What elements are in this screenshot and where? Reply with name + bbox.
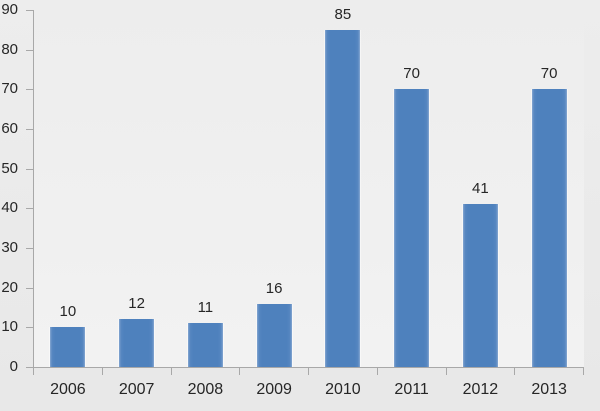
x-tick-mark	[170, 367, 172, 375]
y-tick-label: 60	[1, 120, 18, 137]
y-tick-mark	[26, 128, 33, 130]
bar-value-label: 70	[403, 65, 420, 83]
bar	[50, 327, 86, 367]
y-tick-label: 90	[1, 1, 18, 18]
x-category-label: 2006	[50, 381, 86, 398]
y-tick-mark	[26, 88, 33, 90]
bar-value-label: 41	[472, 180, 489, 198]
x-axis-line	[33, 366, 584, 368]
bar-value-label: 10	[59, 303, 77, 321]
bar	[187, 323, 223, 367]
y-tick-label: 40	[1, 199, 18, 217]
x-tick-mark	[376, 367, 378, 375]
x-tick-mark	[514, 367, 516, 375]
x-tick-mark	[101, 367, 103, 375]
y-tick-label: 20	[1, 278, 18, 296]
y-tick-mark	[26, 366, 33, 368]
y-tick-label: 50	[1, 159, 18, 177]
y-tick-label: 10	[1, 318, 18, 336]
x-category-label: 2011	[394, 381, 429, 398]
bar	[394, 89, 430, 367]
y-tick-mark	[26, 49, 33, 51]
y-tick-label: 30	[1, 239, 18, 256]
bar	[531, 89, 567, 367]
x-tick-mark	[445, 367, 447, 375]
x-category-label: 2007	[118, 381, 155, 398]
y-tick-label: 80	[1, 40, 18, 58]
bar-value-label: 11	[197, 299, 214, 317]
bar	[325, 29, 361, 367]
x-tick-mark	[33, 367, 34, 375]
y-tick-mark	[26, 326, 33, 328]
y-tick-label: 0	[9, 358, 18, 375]
x-category-label: 2012	[462, 381, 499, 398]
bar-value-label: 16	[265, 279, 283, 297]
x-category-label: 2010	[325, 381, 361, 398]
x-category-label: 2009	[256, 381, 292, 398]
bar-value-label: 85	[334, 5, 352, 23]
y-tick-mark	[26, 287, 33, 289]
bar-value-label: 12	[128, 295, 145, 313]
y-axis-line	[33, 10, 34, 368]
bar	[119, 319, 155, 367]
y-tick-mark	[26, 168, 33, 170]
y-tick-label: 70	[1, 80, 18, 98]
y-tick-mark	[26, 247, 33, 249]
bar	[462, 204, 498, 367]
x-category-label: 2008	[187, 381, 224, 398]
plot-area	[33, 10, 584, 367]
x-tick-mark	[583, 367, 584, 375]
x-tick-mark	[308, 367, 309, 375]
y-tick-mark	[26, 9, 33, 11]
bar-value-label: 70	[540, 65, 558, 83]
x-category-label: 2013	[531, 381, 567, 398]
x-tick-mark	[239, 367, 241, 375]
y-tick-mark	[26, 207, 33, 209]
bar	[256, 303, 292, 367]
